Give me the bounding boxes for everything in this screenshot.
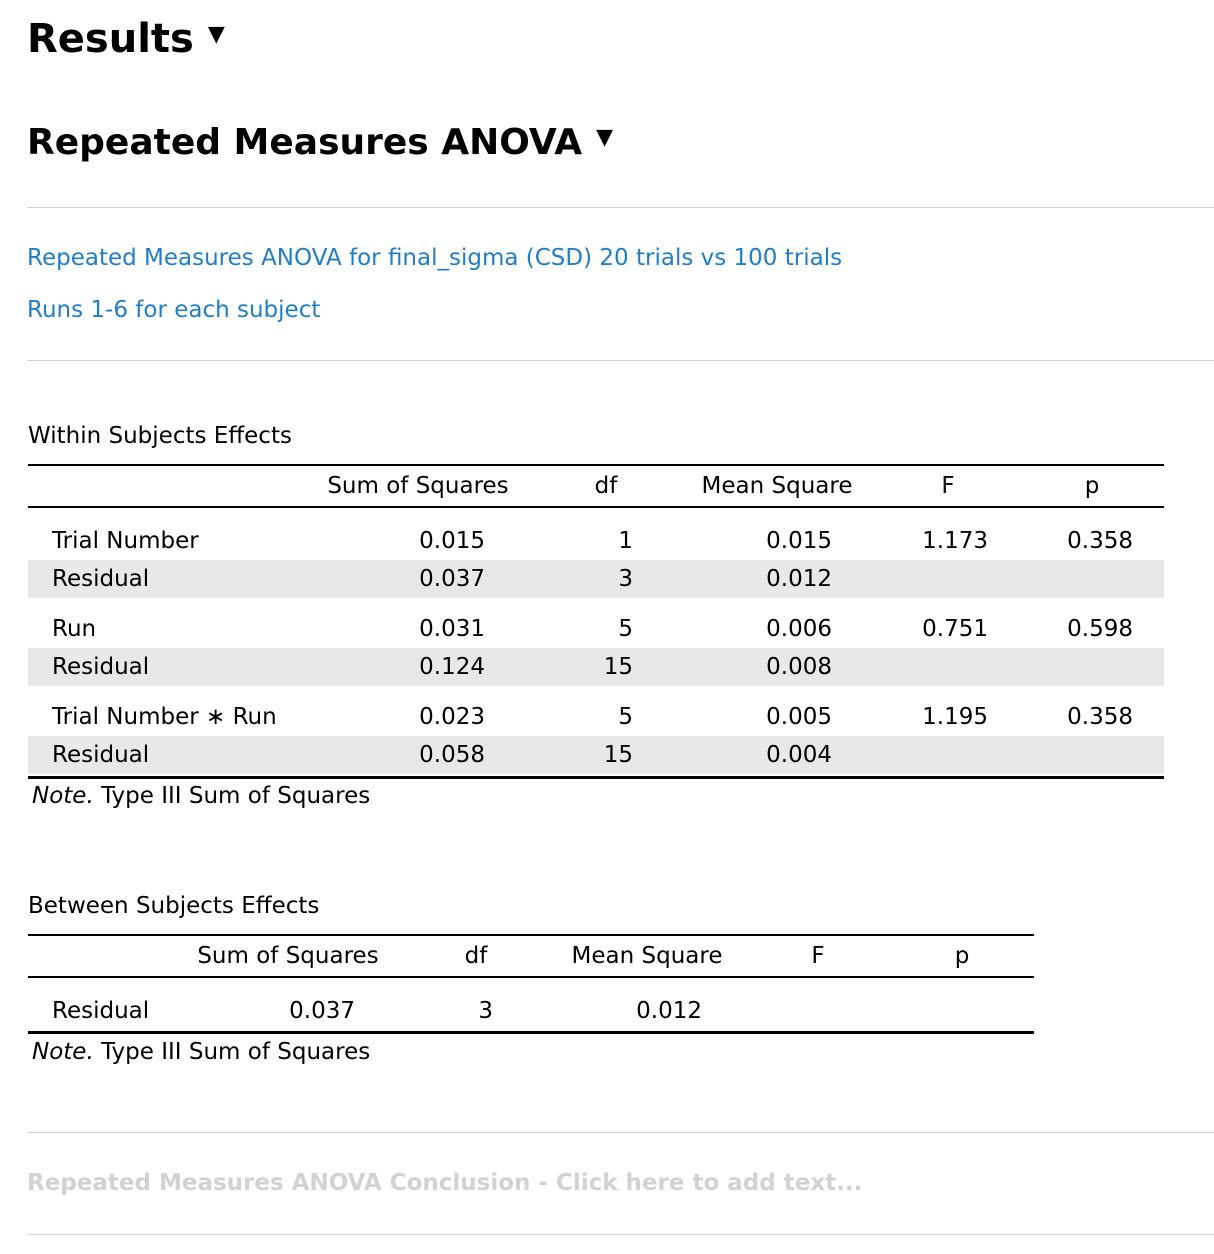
row-name: Residual — [52, 998, 150, 1024]
table-header-rule — [28, 506, 1164, 508]
cell-ss: 0.015 — [419, 528, 485, 554]
header-mean-square: Mean Square — [701, 473, 853, 499]
cell-p: 0.358 — [1067, 704, 1133, 730]
row-name: Trial Number — [52, 528, 199, 554]
table-row: Trial Number ∗ Run 0.023 5 0.005 1.195 0… — [28, 698, 1164, 736]
cell-ss: 0.023 — [419, 704, 485, 730]
caret-down-icon[interactable]: ▼ — [596, 125, 614, 150]
cell-df: 3 — [478, 998, 493, 1024]
cell-ms: 0.006 — [766, 616, 832, 642]
divider — [27, 1132, 1214, 1133]
results-title: Results — [27, 16, 194, 62]
results-heading[interactable]: Results ▼ — [27, 12, 225, 68]
header-p: p — [954, 943, 970, 969]
caret-down-icon[interactable]: ▼ — [207, 22, 225, 47]
cell-df: 5 — [618, 704, 633, 730]
cell-ms: 0.008 — [766, 654, 832, 680]
between-table-note: Note. Type III Sum of Squares — [32, 1037, 370, 1067]
cell-p: 0.598 — [1067, 616, 1133, 642]
divider — [27, 1234, 1214, 1235]
row-name: Residual — [52, 742, 150, 768]
cell-ss: 0.037 — [289, 998, 355, 1024]
header-f: F — [941, 473, 955, 499]
cell-ms: 0.015 — [766, 528, 832, 554]
description-line-2[interactable]: Runs 1-6 for each subject — [27, 297, 321, 323]
cell-ss: 0.037 — [419, 566, 485, 592]
note-text: Type III Sum of Squares — [93, 1039, 371, 1065]
divider — [27, 360, 1214, 361]
cell-ms: 0.012 — [766, 566, 832, 592]
row-name: Run — [52, 616, 97, 642]
header-mean-square: Mean Square — [571, 943, 723, 969]
header-df: df — [464, 943, 488, 969]
cell-p: 0.358 — [1067, 528, 1133, 554]
cell-ss: 0.124 — [419, 654, 485, 680]
cell-df: 1 — [618, 528, 633, 554]
table-bottom-rule — [28, 1031, 1034, 1034]
table-row: Residual 0.058 15 0.004 — [28, 736, 1164, 774]
cell-f: 1.173 — [922, 528, 988, 554]
anova-title: Repeated Measures ANOVA — [27, 122, 583, 163]
table-row: Residual 0.037 3 0.012 — [28, 560, 1164, 598]
row-name: Trial Number ∗ Run — [52, 704, 277, 730]
header-p: p — [1084, 473, 1100, 499]
cell-ss: 0.058 — [419, 742, 485, 768]
within-table-title: Within Subjects Effects — [28, 423, 292, 449]
header-f: F — [811, 943, 825, 969]
cell-df: 3 — [618, 566, 633, 592]
cell-ss: 0.031 — [419, 616, 485, 642]
table-bottom-rule — [28, 776, 1164, 779]
within-subjects-table: Sum of Squares df Mean Square F p Trial … — [28, 464, 1164, 784]
cell-df: 5 — [618, 616, 633, 642]
cell-ms: 0.004 — [766, 742, 832, 768]
description-line-1[interactable]: Repeated Measures ANOVA for final_sigma … — [27, 245, 843, 271]
cell-df: 15 — [603, 654, 633, 680]
cell-ms: 0.005 — [766, 704, 832, 730]
cell-f: 0.751 — [922, 616, 988, 642]
between-table-title: Between Subjects Effects — [28, 893, 320, 919]
note-label: Note. — [32, 1039, 94, 1065]
row-name: Residual — [52, 654, 150, 680]
header-sum-of-squares: Sum of Squares — [197, 943, 379, 969]
within-table-note: Note. Type III Sum of Squares — [32, 781, 370, 811]
note-text: Type III Sum of Squares — [93, 783, 371, 809]
between-subjects-table: Sum of Squares df Mean Square F p Residu… — [28, 934, 1034, 1038]
table-row: Trial Number 0.015 1 0.015 1.173 0.358 — [28, 522, 1164, 560]
divider — [27, 207, 1214, 208]
table-top-rule — [28, 464, 1164, 466]
header-sum-of-squares: Sum of Squares — [327, 473, 509, 499]
table-row: Run 0.031 5 0.006 0.751 0.598 — [28, 610, 1164, 648]
table-header-rule — [28, 976, 1034, 978]
table-row: Residual 0.124 15 0.008 — [28, 648, 1164, 686]
cell-f: 1.195 — [922, 704, 988, 730]
table-row: Residual 0.037 3 0.012 — [28, 992, 1034, 1030]
conclusion-text-field[interactable]: Repeated Measures ANOVA Conclusion - Cli… — [27, 1170, 863, 1196]
cell-ms: 0.012 — [636, 998, 702, 1024]
row-name: Residual — [52, 566, 150, 592]
table-top-rule — [28, 934, 1034, 936]
header-df: df — [594, 473, 618, 499]
anova-heading[interactable]: Repeated Measures ANOVA ▼ — [27, 118, 613, 169]
cell-df: 15 — [603, 742, 633, 768]
note-label: Note. — [32, 783, 94, 809]
